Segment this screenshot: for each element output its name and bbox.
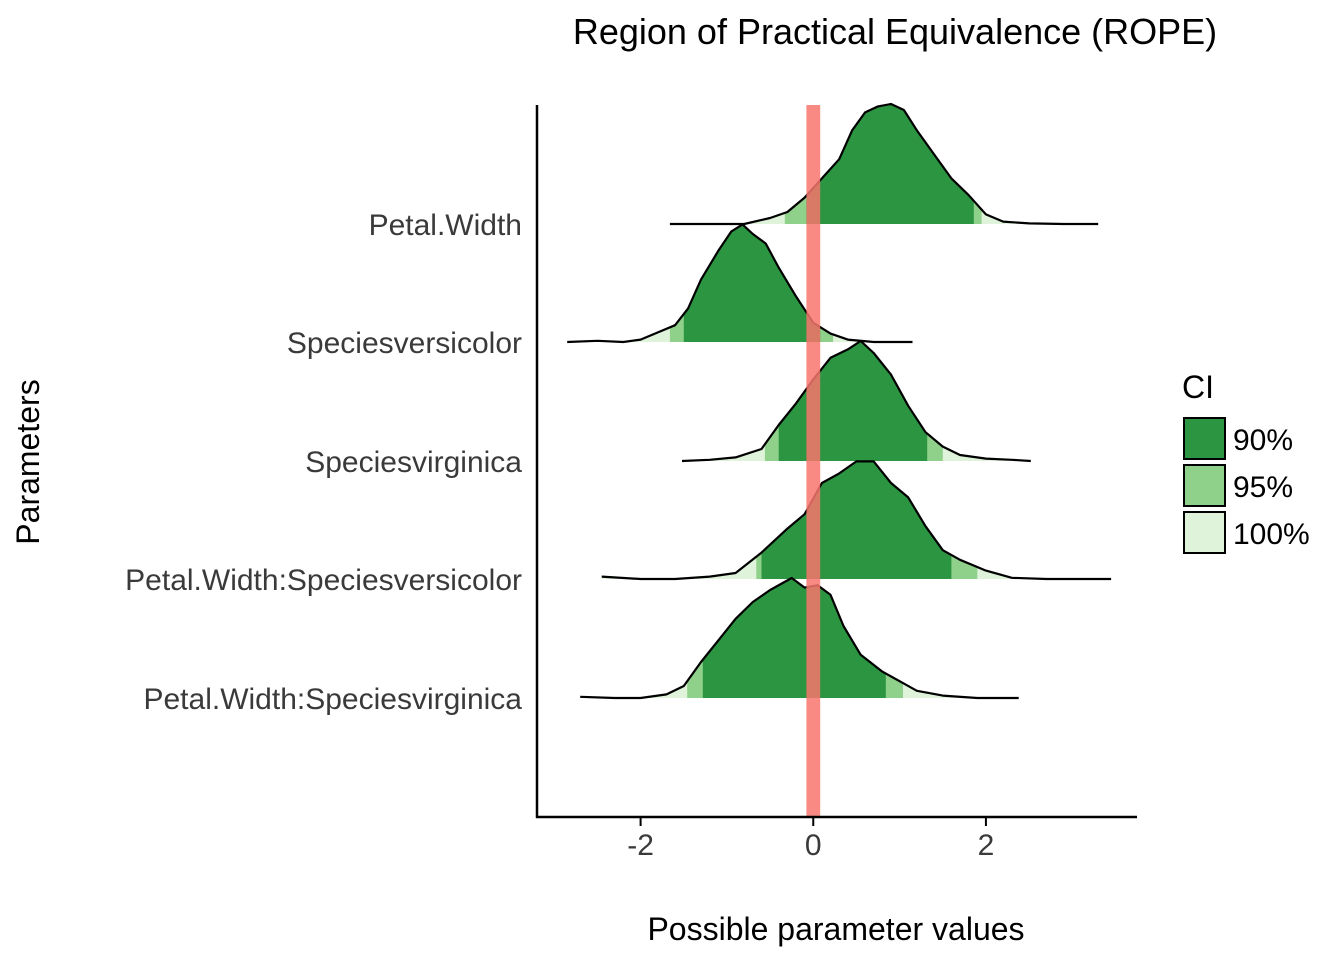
y-tick-label: Speciesvirginica	[305, 446, 522, 479]
y-tick-label: Petal.Width:Speciesversicolor	[125, 564, 522, 597]
legend: CI 90% 95% 100%	[1182, 369, 1310, 554]
x-tick-label: 0	[805, 829, 822, 862]
density-outline	[567, 223, 913, 344]
y-tick-label: Petal.Width	[369, 209, 522, 242]
density-outline	[669, 102, 1099, 226]
ridge-petal-width-speciesvirginica	[580, 576, 1019, 700]
x-tick-label: -2	[627, 829, 654, 862]
x-tick-label: 2	[978, 829, 995, 862]
density-outline	[601, 460, 1112, 581]
y-tick-labels: Petal.Width Speciesversicolor Speciesvirgi…	[125, 209, 522, 716]
legend-swatch	[1183, 511, 1226, 554]
ci90-area	[702, 578, 886, 698]
legend-swatch	[1183, 417, 1226, 460]
ridge-petal-width	[669, 102, 1099, 226]
legend-title: CI	[1182, 369, 1214, 405]
x-axis-title: Possible parameter values	[647, 911, 1024, 947]
y-axis-title: Parameters	[10, 379, 46, 544]
legend-label: 95%	[1233, 471, 1293, 504]
density-outline	[681, 339, 1031, 463]
chart-title: Region of Practical Equivalence (ROPE)	[573, 11, 1217, 52]
x-tick-labels: -2 0 2	[627, 817, 994, 862]
ridge-speciesversicolor	[567, 223, 913, 344]
legend-label: 90%	[1233, 424, 1293, 457]
y-tick-label: Petal.Width:Speciesvirginica	[143, 683, 522, 716]
ci90-area	[683, 224, 821, 342]
rope-band	[806, 105, 821, 817]
ci90-area	[806, 104, 974, 224]
legend-swatch	[1183, 464, 1226, 507]
legend-label: 100%	[1233, 518, 1310, 551]
plot-area	[567, 102, 1112, 817]
y-tick-label: Speciesversicolor	[287, 327, 522, 360]
ridge-petal-width-speciesversicolor	[601, 460, 1112, 581]
density-outline	[580, 576, 1019, 700]
ridge-speciesvirginica	[681, 339, 1031, 463]
